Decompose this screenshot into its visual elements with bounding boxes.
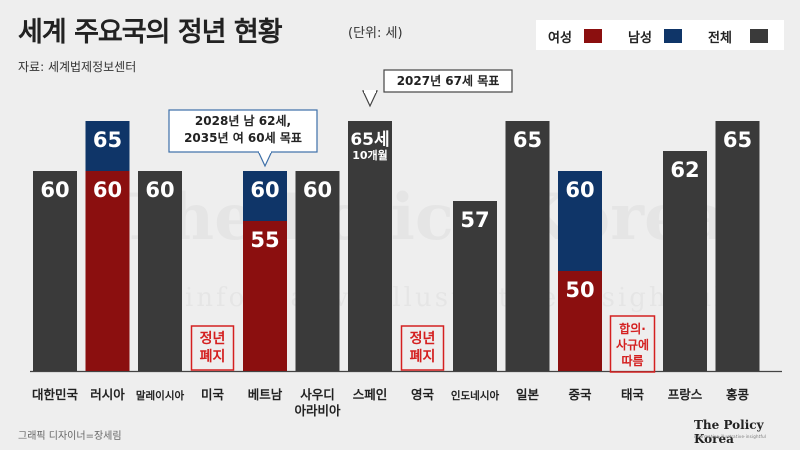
bar-value-label-female: 55 <box>250 228 279 252</box>
bar-value-label: 60 <box>145 178 174 202</box>
callout-text: 2027년 67세 목표 <box>397 73 500 88</box>
chart-title: 세계 주요국의 정년 현황 <box>18 17 283 48</box>
callout-pointer-mask <box>259 150 271 153</box>
note-text: 폐지 <box>200 349 226 365</box>
category-label: 러시아 <box>90 387 125 402</box>
note-box <box>609 315 656 373</box>
bar-value-label: 62 <box>670 158 699 182</box>
callout-box <box>383 69 513 93</box>
note-box <box>190 325 235 371</box>
bar-value-label-male: 65 <box>93 128 122 152</box>
category-label: 말레이시아 <box>136 389 185 402</box>
category-label: 미국 <box>201 387 225 402</box>
bar-total <box>715 121 760 371</box>
legend-swatch-female <box>584 29 602 43</box>
callout-text: 2028년 남 62세, <box>195 113 291 128</box>
category-label: 일본 <box>516 387 540 402</box>
legend-label-female: 여성 <box>548 31 572 46</box>
bar-total <box>295 171 340 371</box>
category-label: 아라비아 <box>294 403 341 418</box>
bar-female <box>558 271 602 371</box>
bar-value-label: 57 <box>460 208 489 232</box>
note-text: 합의· <box>619 321 646 336</box>
callout-pointer <box>362 90 378 108</box>
category-label: 대한민국 <box>32 387 79 402</box>
bar-total <box>505 121 550 371</box>
bar-total <box>348 121 392 371</box>
bar-female <box>85 171 130 371</box>
category-label: 중국 <box>568 387 592 402</box>
category-label: 프랑스 <box>668 387 703 402</box>
bar-total <box>33 171 77 371</box>
bar-value-label-male: 60 <box>250 178 279 202</box>
bar-total <box>453 201 497 371</box>
bar-value-label-female: 50 <box>565 278 594 302</box>
callout-pointer-mask <box>364 90 376 93</box>
note-text: 사규에 <box>616 337 649 352</box>
designer-credit: 그래픽 디자이너=장세림 <box>18 431 122 442</box>
category-label: 사우디 <box>300 387 335 402</box>
callout-pointer <box>257 150 273 168</box>
note-text: 정년 <box>200 330 226 347</box>
legend: 여성 남성 전체 <box>536 20 784 50</box>
unit-label: (단위: 세) <box>348 26 403 41</box>
category-label: 홍콩 <box>726 387 750 402</box>
bar-value-label: 65 <box>513 128 542 152</box>
category-label: 스페인 <box>353 387 388 402</box>
brand-logo: The Policy Korea <box>694 418 764 446</box>
bar-female <box>243 221 287 371</box>
bar-total <box>663 151 707 371</box>
bar-value-label: 65 <box>723 128 752 152</box>
bar-total <box>138 171 182 371</box>
bar-value-label: 60 <box>40 178 69 202</box>
source-label: 자료: 세계법제정보센터 <box>18 60 137 74</box>
bar-value-label: 65세 <box>350 130 389 150</box>
legend-label-total: 전체 <box>708 31 732 46</box>
note-text: 따름 <box>621 353 643 368</box>
bar-value-label-male: 60 <box>565 178 594 202</box>
note-text: 폐지 <box>410 349 436 365</box>
callout-text: 2035년 여 60세 목표 <box>184 130 302 145</box>
note-text: 정년 <box>410 330 436 347</box>
legend-swatch-total <box>750 29 768 43</box>
bar-value-label: 60 <box>303 178 332 202</box>
bar-value-label-female: 60 <box>93 178 122 202</box>
callout-box <box>168 109 318 153</box>
category-label: 인도네시아 <box>451 389 500 402</box>
category-label: 태국 <box>621 387 645 402</box>
note-box <box>400 325 445 371</box>
brand-tagline: informative·illustrative·insightful <box>694 434 767 439</box>
bar-value-label: 10개월 <box>352 148 388 162</box>
legend-label-male: 남성 <box>628 31 652 46</box>
legend-swatch-male <box>664 29 682 43</box>
category-label: 영국 <box>411 387 435 402</box>
category-label: 베트남 <box>248 387 283 402</box>
